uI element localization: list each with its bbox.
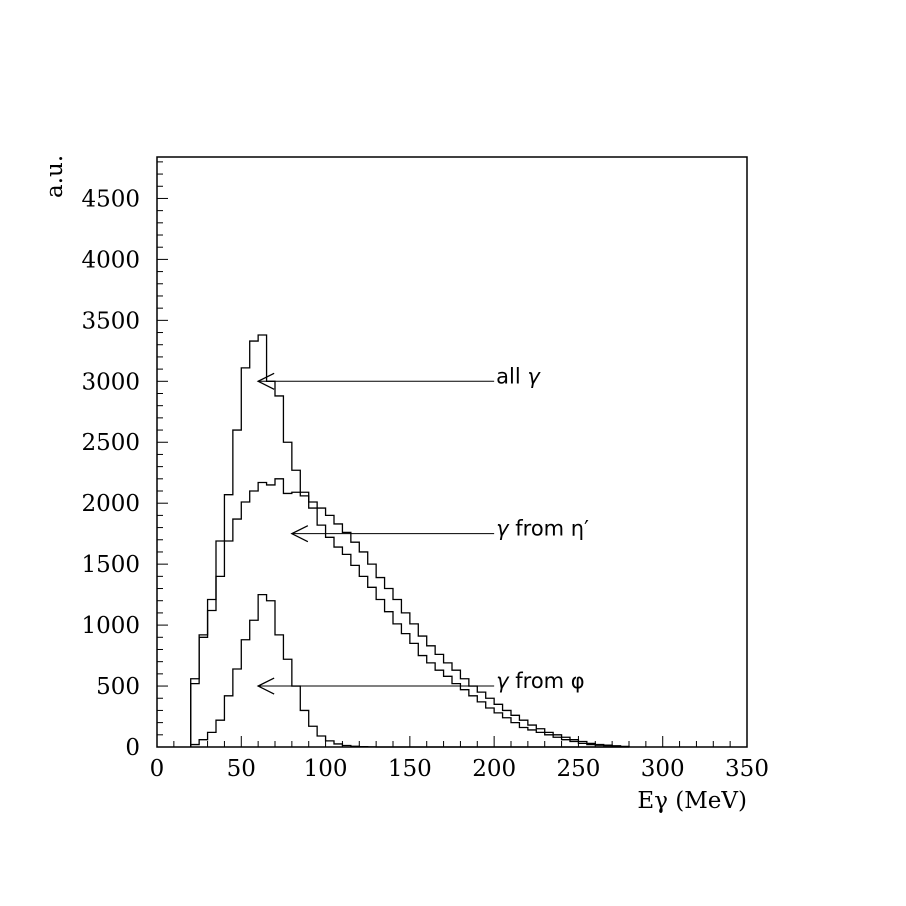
x-tick-label: 50 xyxy=(227,756,256,782)
x-tick-label: 300 xyxy=(641,756,685,782)
annotation-label: γ from η′ xyxy=(496,517,589,541)
annotation-arrow-head xyxy=(290,525,309,543)
y-axis-title: a.u. xyxy=(42,155,68,198)
y-tick-label: 3000 xyxy=(81,369,140,395)
y-tick-label: 2000 xyxy=(81,491,140,517)
histogram-series-2 xyxy=(190,593,629,748)
x-tick-label: 100 xyxy=(304,756,348,782)
y-tick-label: 1000 xyxy=(81,613,140,639)
x-tick-label: 200 xyxy=(472,756,516,782)
series-layer xyxy=(190,334,630,748)
annotation-label: all γ xyxy=(496,364,541,388)
y-tick-label: 4000 xyxy=(81,247,140,273)
x-tick-labels: 0 50 100 150 200 250 300 350 xyxy=(150,756,769,782)
histogram-series-0 xyxy=(190,334,630,748)
x-tick-label: 0 xyxy=(150,756,165,782)
annotation-layer: all γ γ from η′ γ from φ xyxy=(256,364,589,695)
y-tick-label: 500 xyxy=(96,674,140,700)
y-tick-label: 4500 xyxy=(81,186,140,212)
annotation-label: γ from φ xyxy=(496,669,585,693)
y-tick-label: 2500 xyxy=(81,430,140,456)
x-tick-label: 250 xyxy=(556,756,600,782)
x-axis-title: Eγ (MeV) xyxy=(637,788,747,814)
histogram-series-1 xyxy=(190,478,630,748)
x-tick-label: 150 xyxy=(388,756,432,782)
tick-marks xyxy=(156,161,748,748)
annotation-arrow-head xyxy=(256,677,275,695)
y-tick-label: 0 xyxy=(125,735,140,761)
plot-frame xyxy=(156,156,748,748)
x-tick-label: 350 xyxy=(725,756,769,782)
y-tick-label: 1500 xyxy=(81,552,140,578)
annotation-arrow-head xyxy=(256,372,275,390)
y-tick-label: 3500 xyxy=(81,308,140,334)
y-tick-labels: 0 500 1000 1500 2000 2500 3000 3500 4000 4500 xyxy=(81,186,140,761)
